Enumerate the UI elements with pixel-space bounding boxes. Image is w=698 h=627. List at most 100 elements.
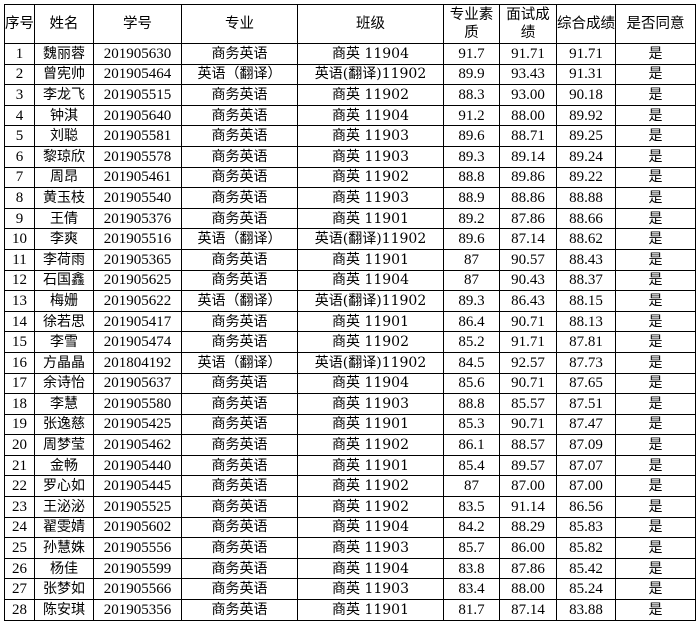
cell-agree: 是 <box>615 125 696 147</box>
cell-major: 商务英语 <box>181 599 298 621</box>
cell-major: 商务英语 <box>181 248 298 271</box>
cell-interview-score: 90.57 <box>499 248 557 271</box>
cell-class: 英语(翻译)11902 <box>297 63 444 86</box>
cell-agree: 是 <box>615 145 696 168</box>
cell-name: 周梦莹 <box>34 434 94 456</box>
cell-name: 翟雯婧 <box>34 516 94 539</box>
cell-overall-score: 91.71 <box>556 43 616 65</box>
cell-agree: 是 <box>615 413 696 436</box>
table-row: 28 陈安琪 201905356 商务英语 商英 11901 81.7 87.14 83.88… <box>4 599 696 621</box>
cell-major: 商务英语 <box>181 43 298 65</box>
cell-student-id: 201905525 <box>93 496 182 518</box>
cell-index: 15 <box>4 331 35 353</box>
cell-index: 2 <box>4 63 35 86</box>
cell-professional-quality: 88.8 <box>443 393 500 415</box>
cell-major: 英语（翻译） <box>181 290 298 312</box>
cell-name: 黎琼欣 <box>34 145 94 168</box>
cell-index: 25 <box>4 537 35 559</box>
cell-student-id: 201905637 <box>93 372 182 395</box>
cell-agree: 是 <box>615 496 696 518</box>
cell-professional-quality: 85.6 <box>443 372 500 395</box>
cell-overall-score: 87.07 <box>556 454 616 477</box>
cell-class: 商英 11902 <box>297 475 444 498</box>
cell-overall-score: 87.47 <box>556 413 616 436</box>
cell-student-id: 201905461 <box>93 166 182 189</box>
header-agree: 是否同意 <box>615 4 696 44</box>
table-row: 9 王倩 201905376 商务英语 商英 11901 89.2 87.86 88.66 是 <box>4 207 696 230</box>
cell-name: 杨佳 <box>34 557 94 580</box>
cell-class: 商英 11904 <box>297 104 444 127</box>
cell-major: 商务英语 <box>181 557 298 580</box>
cell-agree: 是 <box>615 187 696 209</box>
cell-class: 商英 11901 <box>297 207 444 230</box>
cell-overall-score: 85.24 <box>556 578 616 601</box>
cell-class: 英语(翻译)11902 <box>297 351 444 374</box>
cell-class: 商英 11902 <box>297 166 444 189</box>
cell-index: 18 <box>4 393 35 415</box>
table-row: 24 翟雯婧 201905602 商务英语 商英 11904 84.2 88.29 85.83… <box>4 516 696 539</box>
cell-agree: 是 <box>615 269 696 292</box>
cell-overall-score: 88.88 <box>556 187 616 209</box>
cell-student-id: 201905515 <box>93 84 182 106</box>
cell-interview-score: 88.00 <box>499 104 557 127</box>
cell-index: 27 <box>4 578 35 601</box>
cell-class: 商英 11901 <box>297 599 444 621</box>
cell-interview-score: 88.00 <box>499 578 557 601</box>
cell-student-id: 201905580 <box>93 393 182 415</box>
cell-interview-score: 90.43 <box>499 269 557 292</box>
cell-interview-score: 90.71 <box>499 372 557 395</box>
cell-overall-score: 87.51 <box>556 393 616 415</box>
cell-name: 陈安琪 <box>34 599 94 621</box>
cell-class: 商英 11903 <box>297 578 444 601</box>
cell-student-id: 201905376 <box>93 207 182 230</box>
cell-interview-score: 92.57 <box>499 351 557 374</box>
cell-class: 商英 11901 <box>297 413 444 436</box>
table-row: 22 罗心如 201905445 商务英语 商英 11902 87 87.00 87.00 是 <box>4 475 696 498</box>
header-major: 专业 <box>181 4 298 44</box>
cell-major: 商务英语 <box>181 516 298 539</box>
cell-student-id: 201905599 <box>93 557 182 580</box>
cell-professional-quality: 87 <box>443 248 500 271</box>
table-row: 20 周梦莹 201905462 商务英语 商英 11902 86.1 88.57 87.09… <box>4 434 696 456</box>
cell-major: 商务英语 <box>181 413 298 436</box>
cell-index: 17 <box>4 372 35 395</box>
cell-overall-score: 89.22 <box>556 166 616 189</box>
cell-professional-quality: 84.2 <box>443 516 500 539</box>
cell-overall-score: 86.56 <box>556 496 616 518</box>
cell-professional-quality: 89.6 <box>443 125 500 147</box>
table-row: 3 李龙飞 201905515 商务英语 商英 11902 88.3 93.00 90.18 是 <box>4 84 696 106</box>
cell-agree: 是 <box>615 84 696 106</box>
cell-class: 商英 11902 <box>297 331 444 353</box>
cell-student-id: 201905602 <box>93 516 182 539</box>
cell-student-id: 201905417 <box>93 310 182 333</box>
table-row: 13 梅姗 201905622 英语（翻译） 英语(翻译)11902 89.3 86.43 8… <box>4 290 696 312</box>
cell-overall-score: 85.82 <box>556 537 616 559</box>
table-row: 23 王泌泌 201905525 商务英语 商英 11902 83.5 91.14 86.56… <box>4 496 696 518</box>
cell-index: 7 <box>4 166 35 189</box>
cell-name: 金畅 <box>34 454 94 477</box>
cell-professional-quality: 83.8 <box>443 557 500 580</box>
cell-interview-score: 89.14 <box>499 145 557 168</box>
header-student-id: 学号 <box>93 4 182 44</box>
cell-interview-score: 88.29 <box>499 516 557 539</box>
table-row: 12 石国鑫 201905625 商务英语 商英 11904 87 90.43 88.37 是 <box>4 269 696 292</box>
cell-major: 英语（翻译） <box>181 63 298 86</box>
cell-name: 梅姗 <box>34 290 94 312</box>
cell-class: 英语(翻译)11902 <box>297 228 444 250</box>
cell-professional-quality: 89.3 <box>443 290 500 312</box>
table-row: 21 金畅 201905440 商务英语 商英 11901 85.4 89.57 87.07 是 <box>4 454 696 477</box>
table-row: 7 周昂 201905461 商务英语 商英 11902 88.8 89.86 89.22 是 <box>4 166 696 189</box>
cell-index: 24 <box>4 516 35 539</box>
cell-interview-score: 87.00 <box>499 475 557 498</box>
cell-major: 商务英语 <box>181 578 298 601</box>
header-professional-quality: 专业素质 <box>443 4 500 44</box>
table-row: 15 李雪 201905474 商务英语 商英 11902 85.2 91.71 87.81 是 <box>4 331 696 353</box>
cell-interview-score: 91.71 <box>499 43 557 65</box>
cell-name: 王泌泌 <box>34 496 94 518</box>
cell-student-id: 201905440 <box>93 454 182 477</box>
cell-student-id: 201905640 <box>93 104 182 127</box>
cell-class: 商英 11904 <box>297 269 444 292</box>
cell-index: 11 <box>4 248 35 271</box>
table-row: 14 徐若思 201905417 商务英语 商英 11901 86.4 90.71 88.13… <box>4 310 696 333</box>
cell-class: 商英 11904 <box>297 43 444 65</box>
